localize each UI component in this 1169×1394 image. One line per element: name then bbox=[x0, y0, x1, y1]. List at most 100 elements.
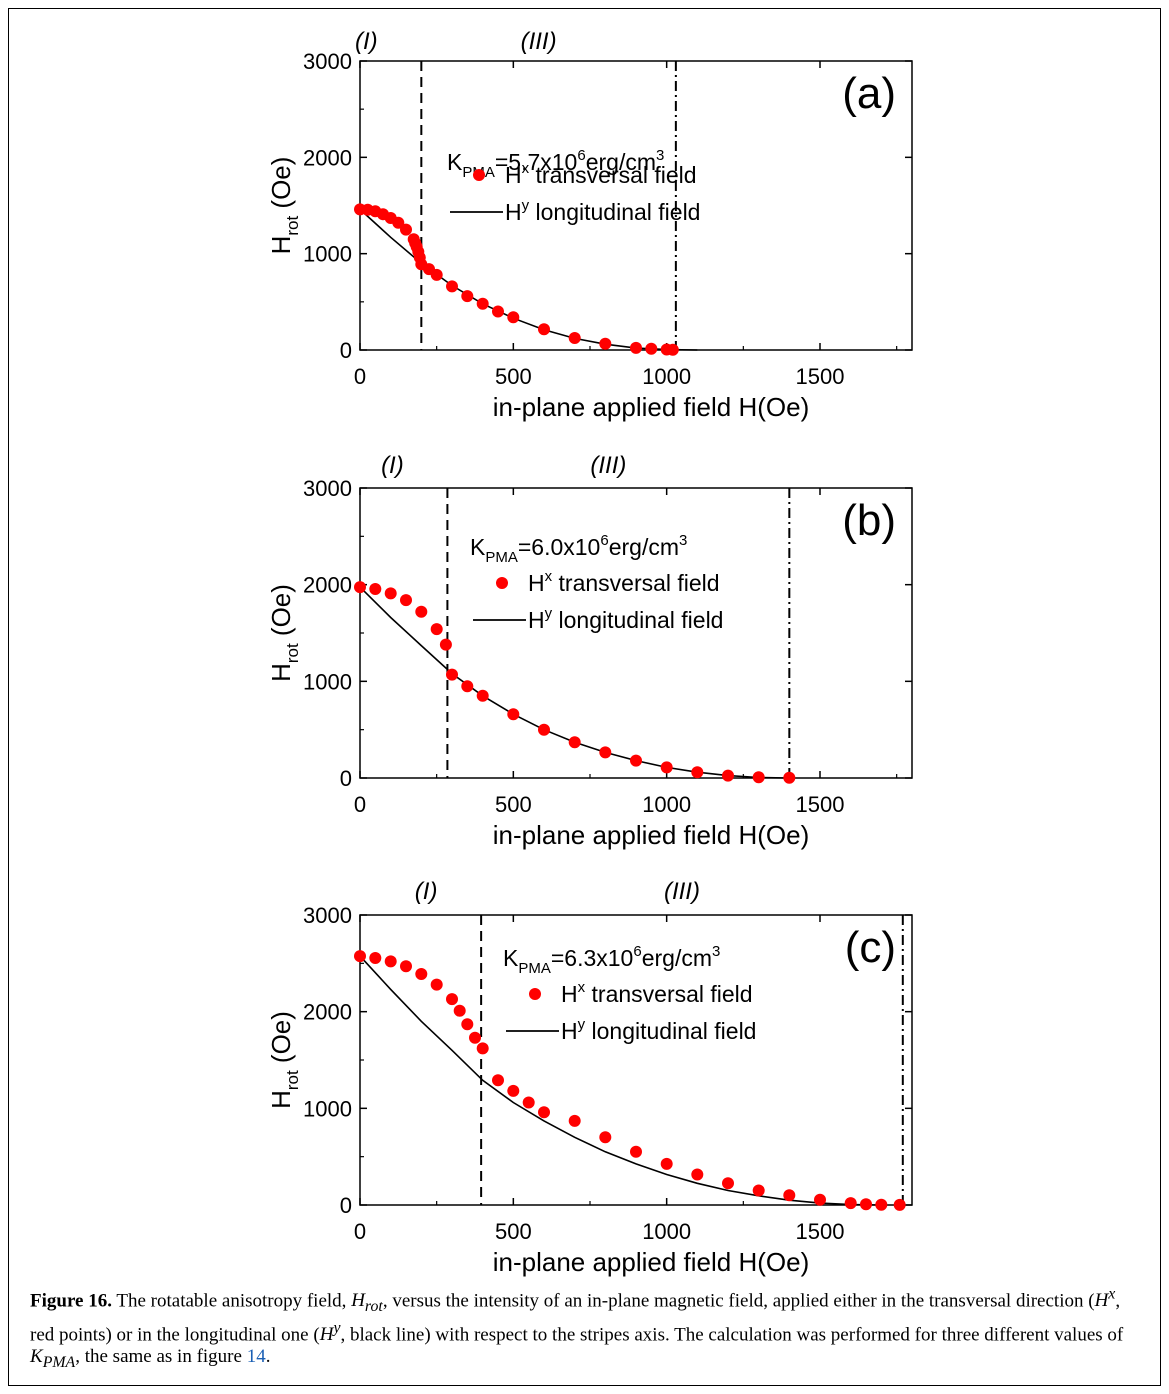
panel-b: 0 500 1000 1500 0 1000 2000 3000 in-plane applie… bbox=[266, 452, 913, 850]
y-tick-label: 0 bbox=[340, 338, 352, 363]
kpma-label: KPMA=6.0x106erg/cm3 bbox=[470, 532, 687, 566]
data-point-transversal bbox=[430, 268, 443, 281]
y-tick-label: 1000 bbox=[303, 1096, 352, 1121]
caption-text-6: . bbox=[265, 1346, 271, 1368]
data-point-transversal bbox=[568, 332, 581, 344]
y-tick-label: 3000 bbox=[303, 903, 352, 928]
x-tick-label: 0 bbox=[354, 1219, 366, 1244]
y-axis-label: Hrot (Oe) bbox=[266, 1011, 302, 1109]
legend-marker-points bbox=[496, 577, 508, 589]
data-point-transversal bbox=[691, 1168, 704, 1181]
region-label-iii: (III) bbox=[664, 878, 700, 905]
data-point-transversal bbox=[492, 305, 504, 318]
data-point-transversal bbox=[860, 1198, 872, 1211]
region-label-i: (I) bbox=[415, 878, 438, 905]
x-axis-label: in-plane applied field H(Oe) bbox=[493, 1247, 810, 1277]
data-point-transversal bbox=[630, 341, 642, 354]
y-tick-label: 3000 bbox=[303, 49, 352, 74]
data-point-transversal bbox=[400, 223, 412, 236]
data-point-transversal bbox=[507, 1084, 520, 1097]
data-point-transversal bbox=[599, 337, 612, 350]
data-point-transversal bbox=[446, 280, 458, 293]
data-point-transversal bbox=[430, 978, 443, 991]
data-point-transversal bbox=[752, 771, 765, 784]
data-point-transversal bbox=[875, 1198, 888, 1211]
legend-marker-points bbox=[473, 169, 485, 181]
data-point-transversal bbox=[446, 993, 458, 1006]
data-point-transversal bbox=[439, 638, 452, 651]
data-point-transversal bbox=[568, 1114, 581, 1127]
data-point-transversal bbox=[660, 1157, 673, 1170]
x-tick-label: 1500 bbox=[796, 792, 845, 817]
data-point-transversal bbox=[469, 1031, 481, 1044]
panel-label: (a) bbox=[842, 69, 896, 118]
figure-frame bbox=[8, 8, 1161, 1386]
x-tick-label: 1500 bbox=[796, 1219, 845, 1244]
panel-c: 0 500 1000 1500 0 1000 2000 3000 in-plane applie… bbox=[266, 878, 913, 1277]
panel-label: (c) bbox=[845, 923, 896, 972]
y-tick-label: 2000 bbox=[303, 1000, 352, 1025]
data-point-transversal bbox=[722, 1177, 734, 1190]
caption-text-5: , the same as in figure bbox=[75, 1346, 247, 1368]
x-axis-label: in-plane applied field H(Oe) bbox=[493, 820, 810, 850]
data-point-transversal bbox=[446, 668, 458, 681]
caption-hx: Hx bbox=[1094, 1286, 1116, 1312]
data-point-transversal bbox=[415, 605, 428, 618]
data-point-transversal bbox=[752, 1184, 765, 1197]
y-tick-label: 1000 bbox=[303, 669, 352, 694]
data-point-transversal bbox=[507, 708, 520, 721]
data-point-transversal bbox=[476, 689, 489, 702]
x-tick-label: 500 bbox=[495, 1219, 532, 1244]
x-tick-label: 0 bbox=[354, 792, 366, 817]
caption-kpma: KPMA bbox=[30, 1346, 76, 1372]
x-tick-label: 1000 bbox=[642, 1219, 691, 1244]
caption-text-3: , red points) or in the longitudinal one… bbox=[30, 1290, 1121, 1346]
data-point-transversal bbox=[599, 1131, 612, 1144]
x-tick-label: 1500 bbox=[796, 364, 845, 389]
x-tick-label: 0 bbox=[354, 364, 366, 389]
data-point-transversal bbox=[476, 297, 489, 310]
data-point-transversal bbox=[492, 1074, 504, 1087]
data-point-transversal bbox=[400, 960, 412, 973]
legend-label-transversal: Hx transversal field bbox=[505, 160, 697, 188]
panel-label: (b) bbox=[842, 496, 896, 545]
data-point-transversal bbox=[645, 342, 658, 355]
data-point-transversal bbox=[400, 594, 412, 607]
data-point-transversal bbox=[691, 766, 704, 779]
data-point-transversal bbox=[814, 1193, 826, 1206]
data-point-transversal bbox=[722, 769, 734, 782]
caption-label: Figure 16. bbox=[30, 1290, 112, 1312]
x-axis-label: in-plane applied field H(Oe) bbox=[493, 392, 810, 422]
data-point-transversal bbox=[392, 216, 405, 229]
caption-hrot: Hrot bbox=[351, 1290, 383, 1316]
caption-text-1: The rotatable anisotropy field, bbox=[111, 1290, 352, 1312]
y-axis-label: Hrot (Oe) bbox=[266, 157, 302, 255]
data-point-transversal bbox=[660, 761, 673, 774]
y-tick-label: 3000 bbox=[303, 476, 352, 501]
region-label-i: (I) bbox=[355, 28, 378, 55]
region-label-iii: (III) bbox=[521, 28, 557, 55]
panel-a: 0 500 1000 1500 0 1000 2000 3000 in-plane applie… bbox=[266, 28, 913, 422]
kpma-label: KPMA=6.3x106erg/cm3 bbox=[503, 943, 720, 977]
x-tick-label: 500 bbox=[495, 792, 532, 817]
y-axis-label: Hrot (Oe) bbox=[266, 584, 302, 682]
data-point-transversal bbox=[354, 581, 366, 594]
data-point-transversal bbox=[430, 623, 443, 636]
data-point-transversal bbox=[599, 746, 612, 759]
y-tick-label: 2000 bbox=[303, 145, 352, 170]
caption-figure-link[interactable]: 14 bbox=[246, 1346, 266, 1368]
caption-text-2: , versus the intensity of an in-plane ma… bbox=[382, 1290, 1095, 1312]
y-tick-label: 0 bbox=[340, 766, 352, 791]
data-point-transversal bbox=[369, 952, 382, 964]
data-point-transversal bbox=[507, 311, 520, 324]
data-point-transversal bbox=[453, 1004, 466, 1017]
y-tick-label: 0 bbox=[340, 1193, 352, 1218]
data-point-transversal bbox=[415, 968, 428, 980]
x-tick-label: 1000 bbox=[642, 792, 691, 817]
legend-marker-points bbox=[529, 988, 541, 1000]
data-point-transversal bbox=[538, 1106, 550, 1119]
data-point-transversal bbox=[369, 583, 382, 595]
data-point-transversal bbox=[461, 290, 474, 303]
figure-caption: Figure 16. The rotatable anisotropy fiel… bbox=[30, 1284, 1140, 1374]
data-point-transversal bbox=[461, 1018, 474, 1031]
